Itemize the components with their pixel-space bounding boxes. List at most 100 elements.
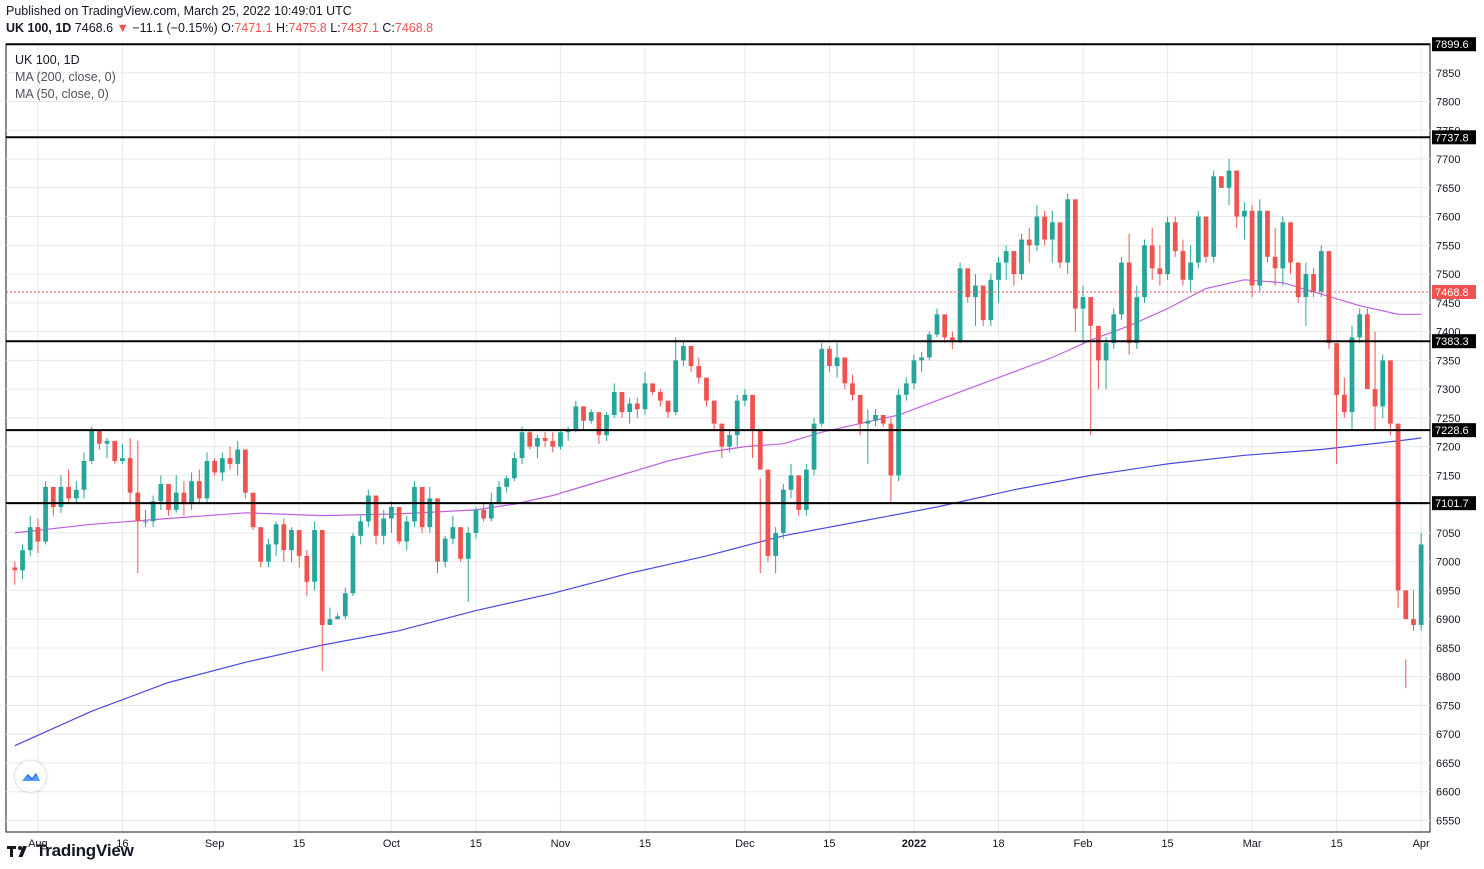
x-tick-label: 16 [116,838,128,850]
candle-body [20,550,25,571]
candle-body [12,567,18,571]
candle-body [1072,199,1078,309]
level-label: 7101.7 [1435,498,1469,510]
candle-body [535,438,540,447]
x-tick-label: Mar [1243,838,1262,850]
quote-bar: UK 100, 1D 7468.6 ▼ −11.1 (−0.15%) O:747… [6,21,433,35]
candle-body [1388,360,1393,424]
y-tick-label: 7550 [1436,240,1460,252]
candle-body [289,530,294,551]
candle-body [857,394,863,424]
candle-body [942,314,948,338]
candle-body [1403,590,1409,620]
candle-body [911,360,917,384]
y-tick-label: 7500 [1436,269,1460,281]
candle-body [1303,274,1309,298]
candle-body [150,501,156,522]
y-tick-label: 7300 [1436,384,1460,396]
candle-body [965,268,971,298]
y-tick-label: 6550 [1436,815,1460,827]
candle-body [312,530,317,582]
x-tick-label: Oct [383,838,400,850]
level-label: 7228.6 [1435,425,1469,437]
candle-body [1380,360,1386,407]
low-value: 7437.1 [340,21,379,35]
candle-body [358,521,364,536]
y-tick-label: 6600 [1436,787,1460,799]
x-tick-label: 15 [1161,838,1173,850]
high-label: H: [276,21,289,35]
candle-body [473,509,479,533]
footer-brand-text: TradingView [36,841,134,860]
down-arrow-icon: ▼ [116,21,129,35]
candle-body [527,432,533,447]
candle-body [665,400,671,413]
level-label-box [1432,423,1476,438]
footer-branding: TradingView [6,841,134,861]
candle-body [1026,239,1032,246]
candle-body [1334,343,1340,395]
candle-body [350,535,356,594]
candle-body [1080,297,1086,309]
candle-body [1088,297,1094,326]
candle-body [1364,314,1370,390]
candle-body [596,412,602,436]
candle-body [604,414,609,436]
candle-body [158,484,164,502]
candle-body [181,492,187,505]
x-tick-label: Apr [1413,838,1430,850]
last-price-label: 7468.8 [1435,287,1469,299]
x-tick-label: 18 [992,838,1004,850]
x-tick-label: 2022 [902,838,926,850]
legend-ma200[interactable]: MA (200, close, 0) [15,70,116,84]
candle-body [550,440,556,447]
x-tick-label: Feb [1074,838,1093,850]
open-value: 7471.1 [234,21,273,35]
price-change: −11.1 (−0.15%) [132,21,218,35]
candle-body [235,449,241,464]
candle-body [427,498,433,528]
tradingview-badge[interactable] [15,761,46,792]
y-tick-label: 6850 [1436,643,1460,655]
candle-body [204,461,210,499]
candle-body [719,423,725,447]
candle-body [1211,176,1217,257]
candle-body [1180,251,1186,280]
candle-body [558,432,563,447]
candle-body [43,486,48,542]
last-price: 7468.6 [74,21,114,35]
tradingview-logo-icon [7,846,27,857]
candle-body [143,521,148,523]
candle-body [112,440,118,462]
candle-body [581,406,586,421]
legend-ma50[interactable]: MA (50, close, 0) [15,87,109,101]
y-tick-label: 7600 [1436,212,1460,224]
candle-body [1134,297,1140,344]
legend-title[interactable]: UK 100, 1D [15,53,80,67]
candle-body [980,285,986,321]
candle-body [796,475,802,510]
y-tick-label: 7000 [1436,557,1460,569]
y-tick-label: 6750 [1436,700,1460,712]
candle-body [104,440,110,444]
candle-body [1119,262,1124,315]
candle-body [1011,251,1017,275]
candle-body [880,414,886,424]
candle-body [1418,544,1424,625]
candle-body [750,394,755,430]
candle-body [243,449,248,493]
candle-body [803,469,809,510]
candle-body [196,481,202,499]
candle-body [35,527,41,542]
candle-body [1126,262,1132,344]
candle-body [327,619,333,625]
candle-body [642,383,648,410]
candle-body [996,262,1001,280]
candle-body [373,495,379,536]
candle-body [873,414,878,421]
level-label-box [1432,334,1476,349]
candle-body [365,495,371,522]
candle-body [1242,210,1247,217]
y-tick-label: 6900 [1436,614,1460,626]
